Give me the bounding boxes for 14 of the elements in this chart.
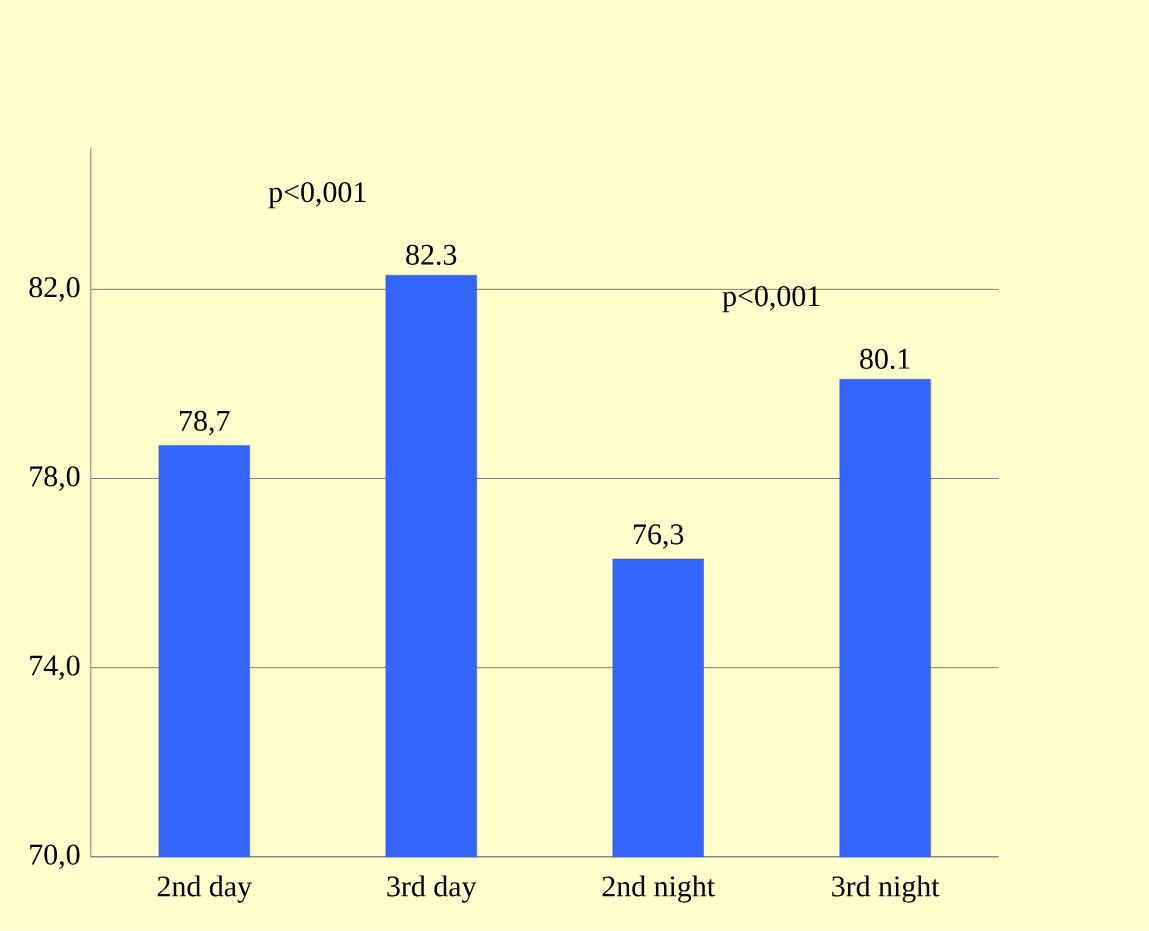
annotation: p<0,001: [268, 182, 366, 209]
x-tick-label: 2nd day: [157, 875, 252, 903]
y-tick-label: 78,0: [30, 466, 80, 491]
x-tick-label: 2nd night: [602, 875, 715, 903]
y-tick-label: 82,0: [29, 277, 80, 302]
data-label: 76,3: [633, 524, 684, 549]
y-tick-label: 74,0: [30, 655, 80, 681]
y-tick-label: 70,0: [30, 844, 80, 870]
annotation: p<0,001: [722, 286, 820, 313]
data-label: 80.1: [860, 348, 910, 370]
x-tick-label: 3rd day: [387, 875, 477, 903]
data-label: 82.3: [406, 244, 457, 266]
data-label: 78,7: [180, 410, 230, 436]
x-tick-label: 3rd night: [832, 875, 940, 903]
